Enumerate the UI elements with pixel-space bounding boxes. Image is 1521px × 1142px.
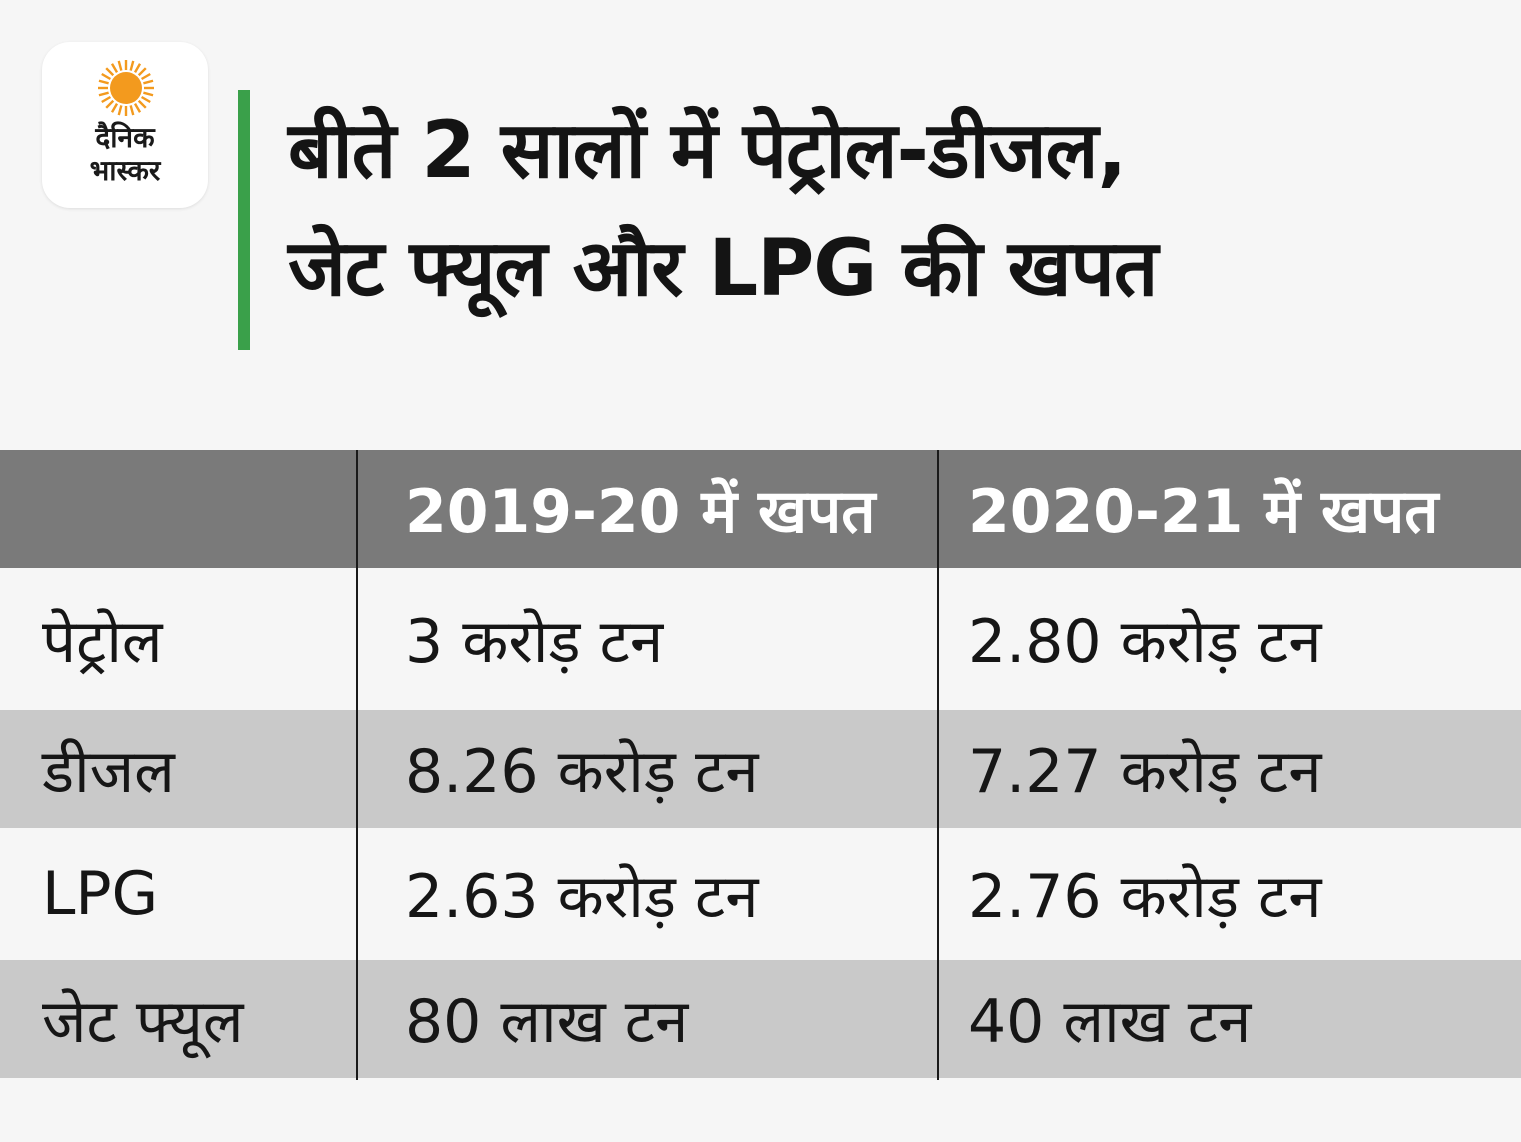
diesel-2020-21: 7.27 करोड़ टन — [968, 737, 1322, 807]
sun-ray — [129, 60, 135, 71]
title-line-1: बीते 2 सालों में पेट्रोल-डीजल, — [288, 106, 1127, 196]
sun-ray — [117, 60, 123, 71]
sun-ray — [143, 91, 154, 97]
row-label-lpg: LPG — [42, 859, 159, 929]
table-row: पेट्रोल 3 करोड़ टन 2.80 करोड़ टन — [0, 568, 1521, 710]
sun-ray — [110, 102, 119, 113]
sun-ray — [133, 102, 142, 113]
sun-ray — [101, 72, 112, 81]
lpg-2019-20: 2.63 करोड़ टन — [405, 862, 759, 932]
brand-logo: दैनिक भास्कर — [42, 42, 208, 208]
header-cell-2019-20: 2019-20 में खपत — [405, 477, 876, 547]
table-row: LPG 2.63 करोड़ टन 2.76 करोड़ टन — [0, 828, 1521, 960]
jet-fuel-2019-20: 80 लाख टन — [405, 987, 689, 1057]
diesel-2019-20: 8.26 करोड़ टन — [405, 737, 759, 807]
title-accent-bar — [238, 90, 250, 350]
sun-ray — [140, 95, 151, 104]
sun-ray — [117, 105, 123, 116]
row-label-diesel: डीजल — [42, 737, 175, 807]
sun-ray — [137, 99, 147, 109]
title-line-2: जेट फ्यूल और LPG की खपत — [288, 224, 1158, 314]
page-title: बीते 2 सालों में पेट्रोल-डीजल, जेट फ्यूल… — [288, 92, 1508, 328]
table-row: डीजल 8.26 करोड़ टन 7.27 करोड़ टन — [0, 710, 1521, 828]
column-divider-2 — [937, 450, 939, 1080]
jet-fuel-2020-21: 40 लाख टन — [968, 987, 1252, 1057]
sun-ray — [105, 67, 115, 77]
table-row: जेट फ्यूल 80 लाख टन 40 लाख टन — [0, 960, 1521, 1078]
logo-text-line2: भास्कर — [89, 154, 161, 187]
lpg-2020-21: 2.76 करोड़ टन — [968, 862, 1322, 932]
sun-ray — [98, 91, 109, 97]
sun-ray — [110, 63, 119, 74]
column-divider-1 — [356, 450, 358, 1080]
header-cell-2020-21: 2020-21 में खपत — [968, 477, 1439, 547]
sun-ray — [129, 105, 135, 116]
table-header-row: 2019-20 में खपत 2020-21 में खपत — [0, 450, 1521, 568]
sun-ray — [137, 67, 147, 77]
sun-icon — [98, 60, 154, 116]
sun-ray — [140, 72, 151, 81]
row-label-petrol: पेट्रोल — [42, 607, 163, 677]
petrol-2019-20: 3 करोड़ टन — [405, 607, 664, 677]
sun-ray — [143, 79, 154, 85]
logo-text-line1: दैनिक — [95, 121, 155, 154]
sun-ray — [101, 95, 112, 104]
row-label-jet-fuel: जेट फ्यूल — [42, 987, 244, 1057]
consumption-table: 2019-20 में खपत 2020-21 में खपत पेट्रोल … — [0, 450, 1521, 1078]
sun-ray — [133, 63, 142, 74]
petrol-2020-21: 2.80 करोड़ टन — [968, 607, 1322, 677]
sun-ray — [105, 99, 115, 109]
sun-ray — [98, 79, 109, 85]
